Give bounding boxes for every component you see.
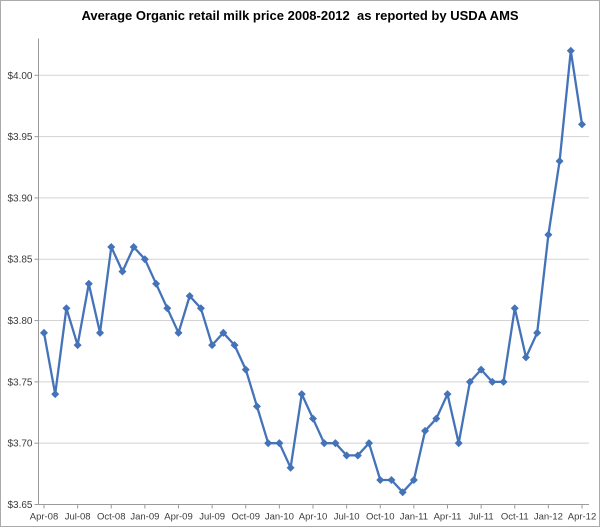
data-point-marker (230, 341, 239, 350)
data-point-marker (499, 377, 508, 386)
data-point-marker (152, 279, 161, 288)
data-point-marker (432, 414, 441, 423)
data-point-marker (84, 279, 93, 288)
y-tick-label: $3.90 (7, 193, 32, 204)
data-point-marker (308, 414, 318, 423)
y-tick-label: $3.70 (7, 439, 32, 450)
data-point-marker (275, 439, 284, 448)
data-point-marker (555, 157, 564, 166)
data-point-marker (208, 341, 217, 350)
data-point-marker (342, 451, 351, 460)
data-point-marker (353, 451, 362, 460)
data-point-marker (577, 120, 587, 129)
data-point-marker (488, 377, 497, 386)
x-tick-label: Jul-10 (334, 512, 360, 523)
data-point-marker (140, 255, 149, 264)
data-point-marker (510, 304, 519, 313)
data-point-marker (129, 242, 138, 251)
chart-title: Average Organic retail milk price 2008-2… (81, 8, 519, 23)
data-point-marker (286, 463, 295, 472)
data-point-marker (409, 475, 418, 484)
data-point-marker (566, 46, 575, 55)
data-point-marker (118, 267, 127, 276)
data-point-marker (185, 292, 194, 301)
data-point-marker (421, 426, 430, 435)
data-point-marker (73, 341, 82, 350)
x-tick-label: Oct-11 (501, 512, 529, 523)
data-point-marker (465, 377, 474, 386)
data-point-marker (454, 439, 463, 448)
data-point-marker (331, 439, 340, 448)
x-tick-label: Jan-11 (400, 512, 428, 523)
data-point-marker (544, 230, 553, 239)
x-tick-label: Jan-10 (265, 512, 294, 523)
x-tick-label: Jul-11 (469, 512, 494, 523)
data-point-marker (398, 488, 407, 497)
x-tick-label: Jan-09 (130, 512, 159, 523)
y-tick-label: $3.95 (7, 132, 32, 143)
data-point-marker (252, 402, 261, 411)
x-tick-label: Apr-11 (434, 512, 462, 523)
data-point-marker (96, 328, 105, 337)
data-point-marker (320, 439, 329, 448)
data-point-marker (241, 365, 250, 374)
data-point-marker (521, 353, 530, 362)
data-point-marker (477, 365, 486, 374)
y-tick-label: $3.80 (7, 316, 32, 327)
data-point-marker (163, 304, 172, 313)
x-tick-label: Oct-08 (97, 512, 126, 523)
y-tick-label: $3.75 (7, 377, 32, 388)
x-tick-label: Oct-09 (231, 512, 260, 523)
data-point-marker (107, 242, 116, 251)
data-point-marker (443, 390, 452, 399)
data-point-marker (51, 390, 60, 399)
x-tick-label: Jul-09 (199, 512, 225, 523)
x-tick-label: Apr-12 (568, 512, 597, 523)
data-point-marker (297, 390, 306, 399)
data-point-marker (39, 328, 49, 337)
x-tick-label: Jul-08 (65, 512, 91, 523)
y-tick-label: $4.00 (7, 71, 32, 82)
data-point-marker (62, 304, 71, 313)
data-point-marker (376, 475, 385, 484)
x-tick-label: Apr-09 (164, 512, 193, 523)
data-point-marker (196, 304, 205, 313)
data-point-marker (365, 439, 374, 448)
x-tick-label: Apr-08 (30, 512, 59, 523)
data-point-marker (219, 328, 228, 337)
y-tick-label: $3.65 (7, 500, 32, 511)
data-point-marker (533, 328, 542, 337)
y-tick-label: $3.85 (7, 255, 32, 266)
x-tick-label: Jan-12 (534, 512, 563, 523)
data-point-marker (264, 439, 273, 448)
data-point-marker (387, 475, 396, 484)
x-tick-label: Apr-10 (299, 512, 328, 523)
data-point-marker (174, 328, 183, 337)
x-tick-label: Oct-10 (366, 512, 395, 523)
